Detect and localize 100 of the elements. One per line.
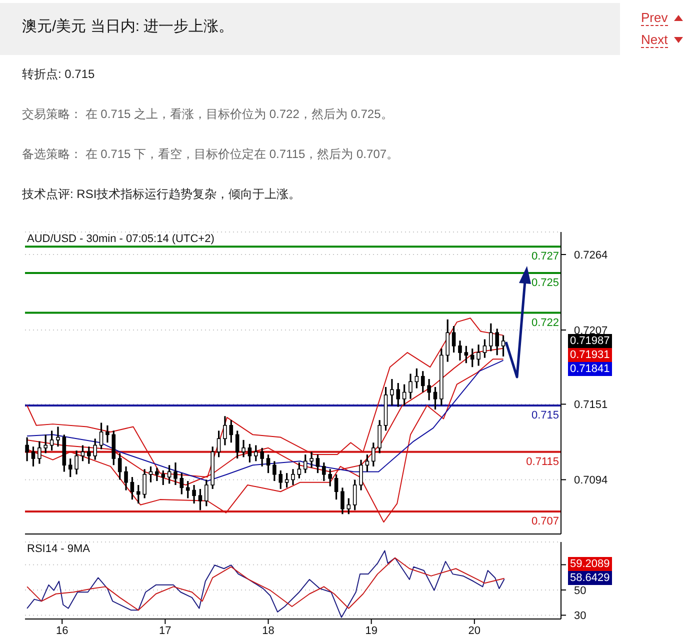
ref-line-label: 0.707	[531, 515, 559, 528]
text: 59.2089	[568, 557, 612, 572]
candlestick	[186, 480, 190, 500]
text: 0.71931	[568, 348, 612, 362]
candlestick	[464, 345, 468, 364]
candlestick	[167, 464, 172, 484]
candlestick	[130, 476, 134, 500]
candlestick	[272, 460, 276, 482]
candlestick	[93, 438, 97, 461]
candlestick	[112, 430, 116, 466]
y-tick-label: 0.7207	[574, 324, 608, 337]
text: 技术点评: RSI技术指标运行趋势复杂，倾向于上涨。	[22, 186, 301, 203]
candlestick	[242, 439, 246, 458]
candlestick	[433, 386, 438, 410]
candlestick	[322, 462, 326, 482]
candlestick	[106, 424, 110, 444]
candlestick	[334, 474, 338, 500]
candlestick	[420, 370, 425, 394]
text: 交易策略： 在 0.715 之上，看涨，目标价位为 0.722，然后为 0.725。	[22, 106, 393, 123]
candlestick	[204, 478, 208, 507]
candlestick	[50, 430, 54, 452]
candlestick	[297, 462, 302, 480]
candlestick	[316, 454, 320, 474]
candlestick	[118, 452, 122, 480]
candlestick	[124, 466, 128, 492]
candlestick	[44, 434, 48, 454]
candlestick	[155, 466, 159, 482]
candlestick	[452, 325, 456, 354]
candlestick	[161, 470, 166, 486]
candlestick	[365, 454, 370, 473]
candlestick	[303, 454, 308, 474]
candlestick	[458, 340, 462, 362]
x-tick-label: 20	[468, 624, 481, 637]
candlestick	[174, 462, 178, 486]
candlestick	[495, 328, 499, 356]
chart-title: AUD/USD - 30min - 07:05:14 (UTC+2)	[27, 233, 214, 245]
x-tick-label: 19	[365, 624, 378, 637]
candlestick	[482, 338, 487, 359]
y-tick-label: 0.7151	[574, 399, 608, 412]
candlestick	[427, 378, 431, 402]
candlestick	[372, 442, 376, 468]
y-tick-label: 0.7264	[574, 249, 608, 262]
text: 0.71987	[568, 334, 612, 348]
candlestick	[310, 451, 314, 469]
ref-line-label: 0.7115	[526, 456, 559, 468]
candlestick	[328, 468, 332, 488]
text: 0.71841	[568, 362, 612, 376]
candlestick	[248, 443, 252, 464]
candlestick	[352, 478, 357, 511]
ref-line-label: 0.715	[531, 410, 559, 422]
candlestick	[56, 426, 60, 448]
candlestick	[346, 497, 351, 515]
chart-title: RSI14 - 9MA	[27, 543, 90, 555]
candlestick	[99, 422, 104, 450]
candlestick	[38, 440, 42, 465]
candlestick	[489, 322, 493, 352]
candlestick	[223, 415, 227, 446]
candlestick	[476, 344, 480, 367]
candlestick	[378, 419, 382, 454]
candlestick	[74, 450, 78, 476]
candlestick	[359, 459, 363, 492]
candlestick	[340, 486, 344, 515]
ref-line-label: 0.727	[531, 250, 559, 263]
text: Prev	[641, 10, 668, 26]
candlestick	[291, 468, 295, 486]
line-series	[26, 557, 505, 611]
candlestick	[25, 436, 29, 462]
candlestick	[396, 382, 400, 408]
candlestick	[408, 372, 412, 400]
text: Next	[641, 32, 668, 48]
candlestick	[180, 472, 184, 496]
x-tick-label: 16	[56, 624, 68, 637]
candlestick	[266, 454, 270, 474]
text: 澳元/美元 当日内: 进一步上涨。	[22, 17, 234, 36]
candlestick	[229, 419, 234, 444]
candlestick	[446, 318, 450, 363]
y-tick-label: 30	[574, 610, 586, 622]
x-tick-label: 18	[262, 624, 274, 637]
y-tick-label: 50	[574, 584, 586, 597]
candlestick	[80, 444, 85, 462]
ref-line-label: 0.725	[531, 277, 559, 290]
candlestick	[260, 447, 264, 468]
candlestick	[254, 444, 258, 462]
candlestick	[31, 446, 36, 468]
candlestick	[68, 458, 72, 478]
candlestick	[278, 470, 283, 490]
candlestick	[148, 466, 153, 484]
candlestick	[390, 378, 394, 406]
candlestick	[501, 334, 506, 358]
x-tick-label: 17	[159, 624, 172, 637]
candlestick	[136, 484, 140, 504]
y-tick-label: 0.7094	[574, 474, 608, 487]
text: 转折点: 0.715	[22, 66, 95, 83]
candlestick	[414, 368, 419, 390]
candlestick	[192, 484, 196, 504]
ref-line-label: 0.722	[531, 316, 559, 329]
candlestick	[402, 384, 406, 406]
text: 58.6429	[568, 571, 612, 586]
candlestick	[235, 430, 240, 460]
candlestick	[470, 348, 474, 368]
